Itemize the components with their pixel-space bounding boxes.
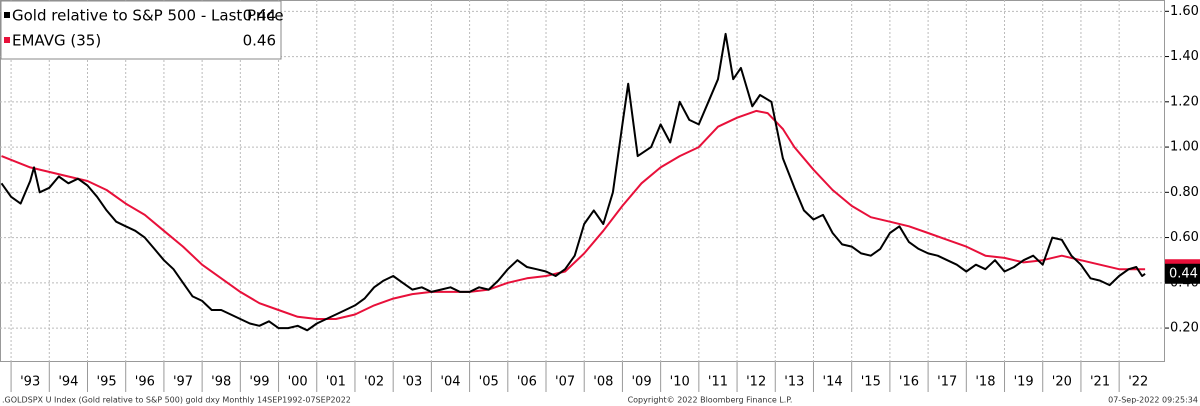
x-tick-label: '22 (1128, 375, 1148, 390)
x-tick-label: '10 (670, 375, 690, 390)
legend-value: 0.46 (243, 32, 276, 50)
series-line (1, 109, 1146, 320)
x-tick-label: '05 (479, 375, 499, 390)
x-tick-label: '18 (975, 375, 995, 390)
legend-swatch (4, 37, 10, 43)
lines (0, 32, 1146, 332)
x-tick-label: '12 (746, 375, 766, 390)
y-tick-label: 0.80 (1170, 185, 1199, 200)
x-tick-label: '16 (899, 375, 919, 390)
footer-left: .GOLDSPX U Index (Gold relative to S&P 5… (2, 396, 351, 405)
x-tick-label: '93 (20, 375, 40, 390)
x-tick-label: '01 (326, 375, 346, 390)
x-tick-label: '06 (517, 375, 537, 390)
legend-swatch (4, 12, 10, 18)
footer-center: Copyright© 2022 Bloomberg Finance L.P. (628, 396, 793, 405)
x-tick-label: '02 (364, 375, 384, 390)
x-tick-label: '99 (249, 375, 269, 390)
legend: Gold relative to S&P 500 - Last Price0.4… (0, 0, 284, 60)
series-line (0, 32, 1146, 332)
footer-right: 07-Sep-2022 09:25:34 (1108, 396, 1198, 405)
y-tick-label: 0.60 (1170, 230, 1199, 245)
x-tick-label: '14 (823, 375, 843, 390)
plot-frame (0, 0, 1165, 362)
grid (0, 0, 1165, 362)
x-tick-label: '03 (402, 375, 422, 390)
x-tick-label: '13 (784, 375, 804, 390)
y-tick-label: 1.40 (1170, 49, 1199, 64)
legend-box (0, 0, 282, 60)
x-tick-label: '20 (1052, 375, 1072, 390)
last-value-tag (1165, 263, 1200, 284)
x-tick-label: '95 (97, 375, 117, 390)
last-value-tag-label: 0.44 (1169, 266, 1198, 281)
legend-label: Gold relative to S&P 500 - Last Price (12, 7, 284, 25)
x-tick-label: '08 (593, 375, 613, 390)
y-tick-label: 1.20 (1170, 94, 1199, 109)
x-tick-label: '00 (288, 375, 308, 390)
x-tick-label: '09 (631, 375, 651, 390)
x-tick-label: '11 (708, 375, 728, 390)
x-tick-label: '94 (58, 375, 78, 390)
x-tick-label: '04 (440, 375, 460, 390)
y-tick-label: 1.60 (1170, 4, 1199, 19)
x-tick-label: '98 (211, 375, 231, 390)
x-tick-label: '21 (1090, 375, 1110, 390)
x-tick-label: '97 (173, 375, 193, 390)
x-tick-label: '17 (937, 375, 957, 390)
legend-label: EMAVG (35) (12, 32, 101, 50)
legend-value: 0.44 (243, 7, 276, 25)
x-tick-label: '07 (555, 375, 575, 390)
x-tick-label: '15 (861, 375, 881, 390)
y-tick-label: 1.00 (1170, 140, 1199, 155)
x-tick-label: '19 (1014, 375, 1034, 390)
y-tick-label: 0.20 (1170, 321, 1199, 336)
x-tick-label: '96 (135, 375, 155, 390)
